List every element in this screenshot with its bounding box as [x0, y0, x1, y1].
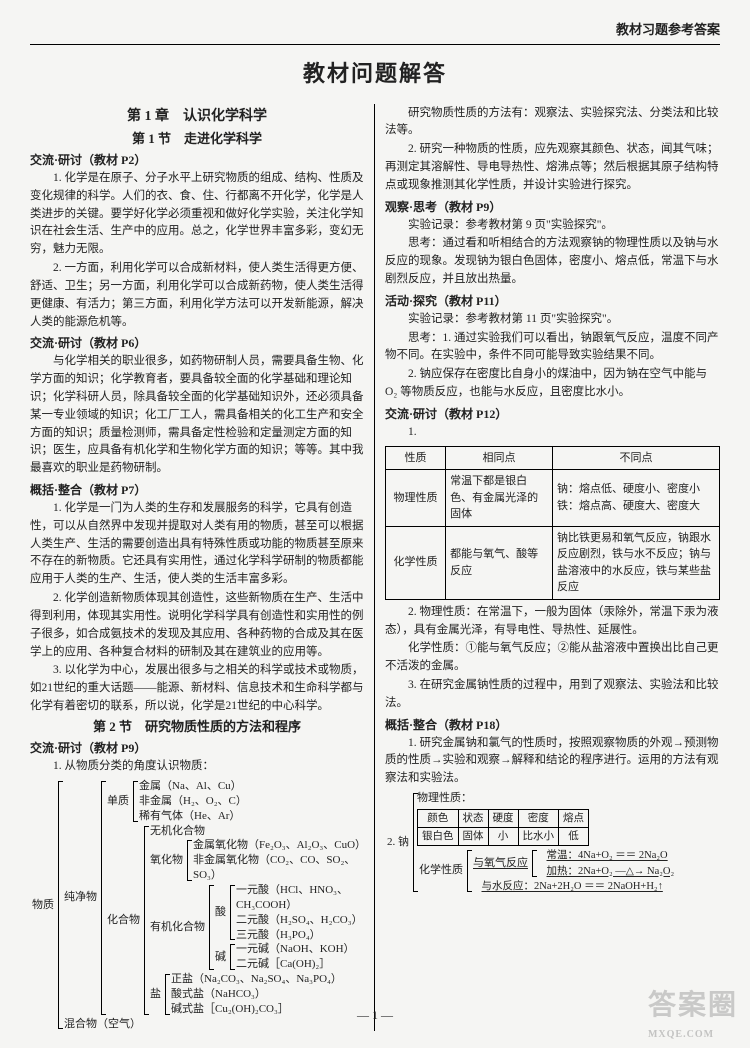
- equation: 加热：2Na+O₂ —△→ Na₂O₂: [547, 864, 721, 879]
- paragraph: 与化学相关的职业很多，如药物研制人员，需要具备生物、化学方面的知识；化学教育者，…: [30, 353, 364, 478]
- tree-leaf: 二元碱［Ca(OH)₂］: [234, 957, 364, 972]
- tree-leaf: 二元酸（H₂SO₄、H₂CO₃）: [234, 913, 364, 928]
- th: 不同点: [552, 446, 719, 470]
- subhead: 活动·探究（教材 P11）: [385, 292, 720, 310]
- sodium-summary-tree: 2. 钠 物理性质： 颜色 状态 硬度 密度 熔点: [385, 791, 720, 894]
- td: 硬度: [488, 809, 518, 827]
- tree-leaf: 金属（Na、Al、Cu）: [137, 779, 364, 794]
- paragraph: 实验记录：参考教材第 9 页"实验探究"。: [385, 217, 720, 235]
- paragraph: 思考：通过看和听相结合的方法观察钠的物理性质以及钠与水反应的现象。发现钠为银白色…: [385, 235, 720, 288]
- page-title: 教材问题解答: [30, 57, 720, 90]
- tree-root: 2. 钠: [385, 791, 411, 894]
- right-column: 研究物质性质的方法有：观察法、实验探究法、分类法和比较法等。 2. 研究一种物质…: [375, 104, 720, 1032]
- paragraph: 研究物质性质的方法有：观察法、实验探究法、分类法和比较法等。: [385, 105, 720, 141]
- left-column: 第 1 章 认识化学科学 第 1 节 走进化学科学 交流·研讨（教材 P2） 1…: [30, 104, 375, 1032]
- equation: 与水反应：2Na+2H₂O ＝＝ 2NaOH+H₂↑: [482, 879, 721, 894]
- td: 物理性质: [386, 470, 446, 527]
- tree-node: 纯净物: [62, 779, 99, 1017]
- paragraph: 1. 研究金属钠和氯气的性质时，按照观察物质的外观→预测物质的性质→实验和观察→…: [385, 735, 720, 788]
- classification-tree: 物质 纯净物 单质 金属（Na、Al、Cu） 非金属（H₂、: [30, 779, 364, 1031]
- tree-leaf: 稀有气体（He、Ar）: [137, 809, 364, 824]
- tree-node: 单质: [105, 779, 131, 824]
- watermark-sub: MXQE.COM: [648, 1027, 738, 1042]
- paragraph: 2. 一方面，利用化学可以合成新材料，使人类生活得更方便、舒适、卫生；另一方面，…: [30, 260, 364, 331]
- tree-node: 化合物: [105, 824, 142, 1017]
- subhead: 概括·整合（教材 P7）: [30, 481, 364, 499]
- tree-leaf: 三元酸（H₃PO₄）: [234, 928, 364, 943]
- paragraph: 思考：1. 通过实验我们可以看出，钠跟氧气反应，温度不同产物不同。在实验中，条件…: [385, 330, 720, 366]
- tree-leaf: 非金属氧化物（CO₂、CO、SO₂、SO₃）: [191, 853, 364, 883]
- tree-leaf: 金属氧化物（Fe₂O₃、Al₂O₃、CuO）: [191, 838, 364, 853]
- tree-leaf: 非金属（H₂、O₂、C）: [137, 794, 364, 809]
- td: 化学性质: [386, 526, 446, 599]
- td: 小: [488, 828, 518, 846]
- paragraph: 2. 物理性质：在常温下，一般为固体（汞除外，常温下汞为液态），具有金属光泽，有…: [385, 604, 720, 640]
- td: 密度: [518, 809, 559, 827]
- subhead: 交流·研讨（教材 P2）: [30, 151, 364, 169]
- paragraph: 3. 以化学为中心，发展出很多与之相关的科学或技术或物质，如21世纪的重大话题—…: [30, 662, 364, 715]
- tree-node: 有机化合物: [148, 883, 207, 972]
- section-heading: 第 2 节 研究物质性质的方法和程序: [30, 717, 364, 737]
- tree-node: 酸: [213, 883, 228, 942]
- td: 银白色: [418, 828, 459, 846]
- tree-node: 氧化物: [148, 838, 185, 883]
- td: 比水小: [518, 828, 559, 846]
- td: 熔点: [559, 809, 589, 827]
- paragraph: 化学性质：①能与氧气反应；②能从盐溶液中置换出比自己更不活泼的金属。: [385, 640, 720, 676]
- chapter-heading: 第 1 章 认识化学科学: [30, 106, 364, 127]
- tree-leaf: 无机化合物: [148, 824, 364, 839]
- subhead: 交流·研讨（教材 P6）: [30, 334, 364, 352]
- header-right: 教材习题参考答案: [30, 20, 720, 45]
- paragraph: 1. 化学是在原子、分子水平上研究物质的组成、结构、性质及变化规律的科学。人们的…: [30, 170, 364, 259]
- tree-leaf: 一元酸（HCl、HNO₃、CH₃COOH）: [234, 883, 364, 913]
- td: 都能与氧气、酸等反应: [446, 526, 553, 599]
- paragraph: 1. 从物质分类的角度认识物质：: [30, 758, 364, 776]
- tree-node: 与氧气反应: [471, 848, 530, 878]
- page-number: — 1 —: [0, 1006, 750, 1024]
- td: 固体: [458, 828, 488, 846]
- paragraph: 1.: [385, 424, 720, 442]
- tree-node: 碱: [213, 942, 228, 972]
- tree-node: 物理性质：: [417, 791, 472, 807]
- paragraph: 实验记录：参考教材第 11 页"实验探究"。: [385, 311, 720, 329]
- subhead: 观察·思考（教材 P9）: [385, 198, 720, 216]
- subhead: 交流·研讨（教材 P12）: [385, 405, 720, 423]
- td: 钠比铁更易和氧气反应，钠跟水反应剧烈，铁与水不反应；钠与盐溶液中的水反应，铁与某…: [552, 526, 719, 599]
- td: 钠：熔点低、硬度小、密度小 铁：熔点高、硬度大、密度大: [552, 470, 719, 527]
- watermark-text: 答案圈: [648, 990, 738, 1021]
- td: 低: [559, 828, 589, 846]
- subhead: 概括·整合（教材 P18）: [385, 716, 720, 734]
- td: 颜色: [418, 809, 459, 827]
- sodium-phys-table: 颜色 状态 硬度 密度 熔点 银白色 固体 小 比水小: [417, 809, 589, 846]
- td: 状态: [458, 809, 488, 827]
- subhead: 交流·研讨（教材 P9）: [30, 739, 364, 757]
- comparison-table: 性质 相同点 不同点 物理性质 常温下都是银白色、有金属光泽的固体 钠：熔点低、…: [385, 446, 720, 600]
- section-heading: 第 1 节 走进化学科学: [30, 129, 364, 149]
- th: 相同点: [446, 446, 553, 470]
- tree-node: 化学性质: [417, 848, 465, 894]
- tree-root: 物质: [30, 779, 56, 1031]
- tree-leaf: 正盐（Na₂CO₃、Na₂SO₄、Na₃PO₄）: [169, 972, 364, 987]
- paragraph: 2. 研究一种物质的性质，应先观察其颜色、状态，闻其气味；再测定其溶解性、导电导…: [385, 141, 720, 194]
- th: 性质: [386, 446, 446, 470]
- td: 常温下都是银白色、有金属光泽的固体: [446, 470, 553, 527]
- watermark: 答案圈 MXQE.COM: [648, 985, 738, 1042]
- tree-leaf: 一元碱（NaOH、KOH）: [234, 942, 364, 957]
- equation: 常温：4Na+O₂ ＝＝ 2Na₂O: [547, 848, 721, 863]
- paragraph: 3. 在研究金属钠性质的过程中，用到了观察法、实验法和比较法。: [385, 677, 720, 713]
- paragraph: 2. 钠应保存在密度比自身小的煤油中，因为钠在空气中能与 O₂ 等物质反应，也能…: [385, 366, 720, 402]
- paragraph: 1. 化学是一门为人类的生存和发展服务的科学，它具有创造性，可以从自然界中发现并…: [30, 500, 364, 589]
- tree-leaf: 酸式盐（NaHCO₃）: [169, 987, 364, 1002]
- paragraph: 2. 化学创造新物质体现其创造性，这些新物质在生产、生活中得到利用，体现其实用性…: [30, 590, 364, 661]
- two-column-layout: 第 1 章 认识化学科学 第 1 节 走进化学科学 交流·研讨（教材 P2） 1…: [30, 104, 720, 1032]
